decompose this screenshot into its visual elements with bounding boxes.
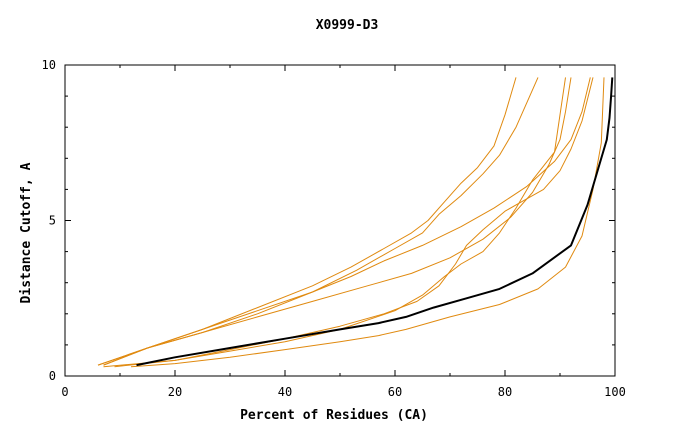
x-tick-label: 40	[278, 385, 292, 399]
plot-frame	[64, 64, 616, 377]
series-line-2	[103, 77, 517, 366]
tick-group: 0 20 40 60 80 100 0 5 10	[42, 58, 626, 399]
series-group	[97, 77, 614, 368]
series-line-6	[114, 77, 566, 368]
chart-title: X0999-D3	[316, 18, 379, 33]
series-line-highlight	[136, 77, 614, 367]
series-line-4	[97, 77, 572, 366]
y-tick-label: 5	[49, 214, 56, 228]
y-tick-label: 10	[42, 58, 56, 72]
x-tick-label: 20	[168, 385, 182, 399]
series-line-1	[130, 77, 605, 368]
x-tick-label: 80	[498, 385, 512, 399]
x-axis-label: Percent of Residues (CA)	[240, 408, 428, 423]
x-tick-label: 60	[388, 385, 402, 399]
y-axis-label: Distance Cutoff, A	[19, 162, 34, 303]
series-line-7	[103, 77, 594, 368]
series-line-5	[97, 77, 591, 366]
x-tick-label: 100	[604, 385, 626, 399]
y-tick-label: 0	[49, 369, 56, 383]
x-tick-label: 0	[61, 385, 68, 399]
series-line-3	[103, 77, 539, 366]
